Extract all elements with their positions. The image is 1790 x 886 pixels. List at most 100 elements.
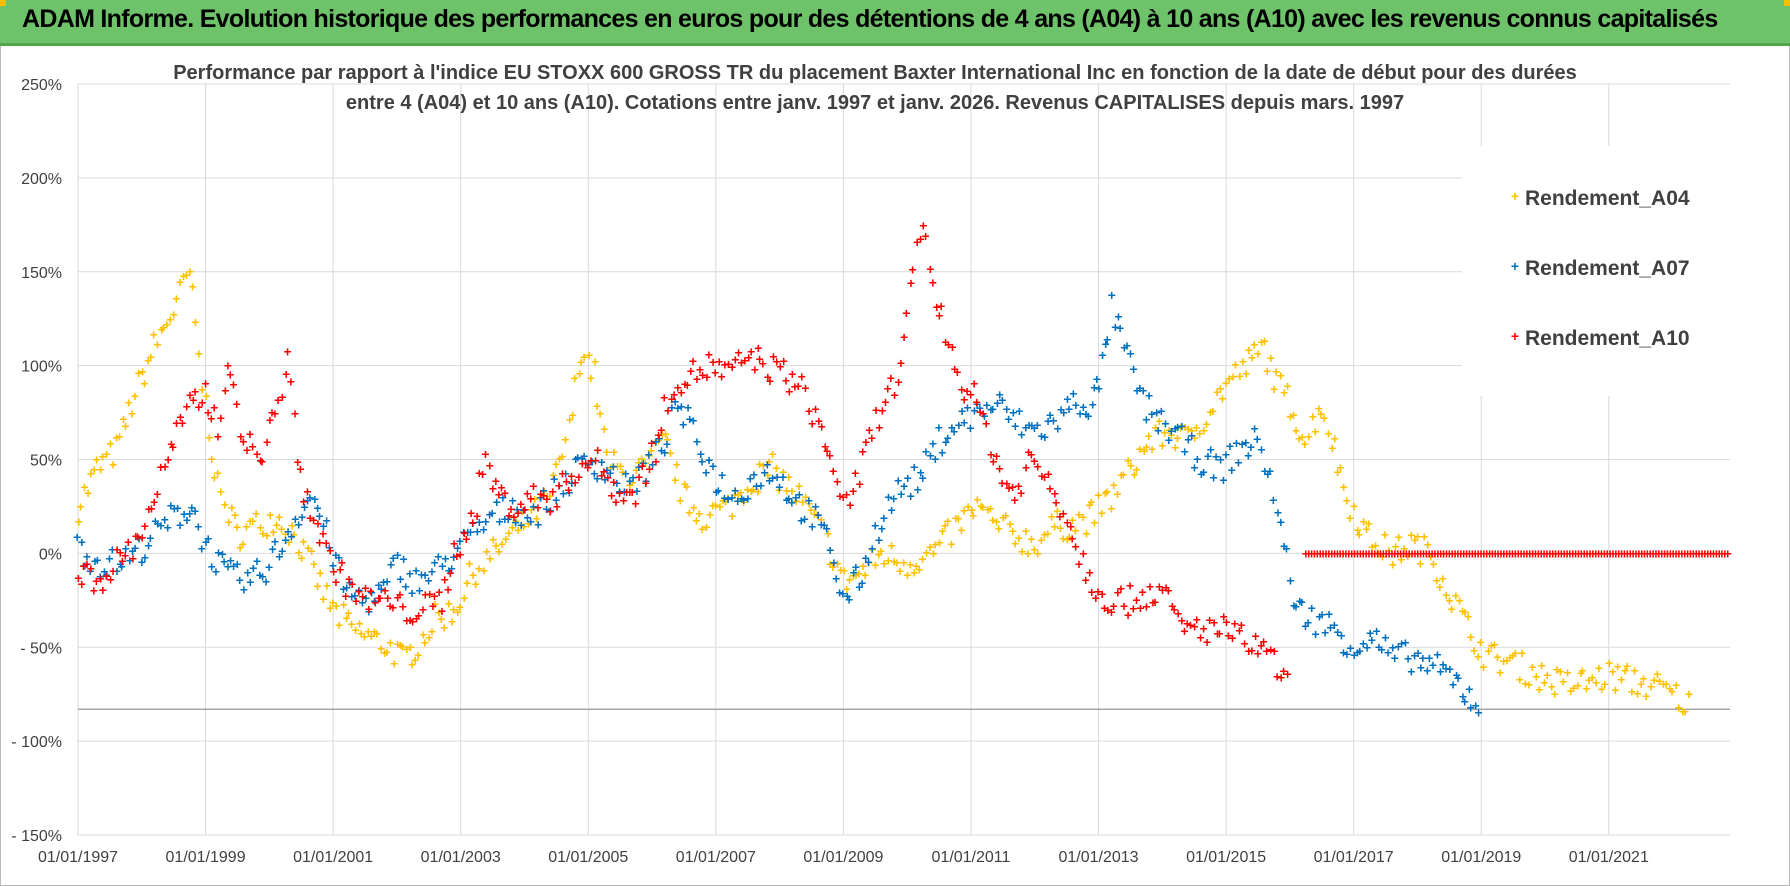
data-point: + (695, 505, 703, 521)
data-point: + (1653, 666, 1661, 682)
data-point: + (1015, 478, 1023, 494)
data-point: + (298, 550, 306, 566)
data-point: + (1006, 516, 1014, 532)
data-point: + (1589, 545, 1597, 561)
data-point: + (159, 320, 167, 336)
data-point: + (239, 536, 247, 552)
data-point: + (871, 557, 879, 573)
data-point: + (1675, 545, 1683, 561)
data-point: + (1132, 462, 1140, 478)
data-point: + (373, 625, 381, 641)
data-point: + (1224, 628, 1232, 644)
data-point: + (370, 624, 378, 640)
data-point: + (1382, 545, 1390, 561)
data-point: + (676, 492, 684, 508)
data-point: + (1149, 594, 1157, 610)
data-point: + (1289, 407, 1297, 423)
data-point: + (1343, 646, 1351, 662)
data-point: + (1153, 404, 1161, 420)
data-point: + (1056, 520, 1064, 536)
data-point: + (896, 563, 904, 579)
data-point: + (584, 459, 592, 475)
data-point: + (1079, 509, 1087, 525)
data-point: + (1277, 669, 1285, 685)
data-point: + (958, 381, 966, 397)
data-point: + (189, 392, 197, 408)
data-point: + (1184, 431, 1192, 447)
data-point: + (724, 491, 732, 507)
data-point: + (150, 327, 158, 343)
data-point: + (1034, 459, 1042, 475)
y-tick-label: 0% (39, 546, 62, 563)
data-point: + (319, 525, 327, 541)
data-point: + (448, 614, 456, 630)
data-point: + (246, 513, 254, 529)
data-point: + (1139, 382, 1147, 398)
data-point: + (1050, 518, 1058, 534)
data-point: + (1715, 545, 1723, 561)
data-point: + (344, 605, 352, 621)
x-tick-label: 01/01/2019 (1441, 849, 1521, 866)
data-point: + (498, 536, 506, 552)
data-point: + (479, 466, 487, 482)
data-point: + (1615, 545, 1623, 561)
data-point: + (1600, 545, 1608, 561)
data-point: + (534, 499, 542, 515)
data-point: + (660, 390, 668, 406)
data-point: + (1216, 451, 1224, 467)
data-point: + (489, 531, 497, 547)
data-point: + (856, 476, 864, 492)
data-point: + (325, 540, 333, 556)
data-point: + (243, 442, 251, 458)
data-point: + (119, 411, 127, 427)
data-point: + (121, 418, 129, 434)
data-point: + (519, 502, 527, 518)
data-point: + (1389, 639, 1397, 655)
legend-background (1462, 146, 1730, 396)
data-point: + (513, 502, 521, 518)
data-point: + (1085, 497, 1093, 513)
data-point: + (618, 464, 626, 480)
data-point: + (441, 571, 449, 587)
data-point: + (714, 482, 722, 498)
data-point: + (483, 543, 491, 559)
data-point: + (712, 497, 720, 513)
data-point: + (941, 517, 949, 533)
data-point: + (919, 470, 927, 486)
data-point: + (1503, 545, 1511, 561)
data-point: + (145, 501, 153, 517)
data-point: + (1046, 481, 1054, 497)
data-point: + (1572, 545, 1580, 561)
data-point: + (265, 559, 273, 575)
data-point: + (995, 521, 1003, 537)
data-point: + (1543, 545, 1551, 561)
data-point: + (632, 496, 640, 512)
data-point: + (335, 617, 343, 633)
data-point: + (564, 482, 572, 498)
data-point: + (161, 459, 169, 475)
data-point: + (493, 494, 501, 510)
data-point: + (884, 489, 892, 505)
data-point: + (389, 599, 397, 615)
data-point: + (131, 388, 139, 404)
data-point: + (1193, 451, 1201, 467)
data-point: + (74, 570, 82, 586)
data-point: + (1321, 624, 1329, 640)
data-point: + (542, 501, 550, 517)
data-point: + (191, 384, 199, 400)
x-tick-label: 01/01/2015 (1186, 849, 1266, 866)
data-point: + (698, 521, 706, 537)
data-point: + (1075, 506, 1083, 522)
data-point: + (818, 418, 826, 434)
data-point: + (1206, 404, 1214, 420)
data-point: + (233, 556, 241, 572)
data-point: + (1434, 545, 1442, 561)
data-point: + (1022, 460, 1030, 476)
data-point: + (1540, 545, 1548, 561)
data-point: + (1068, 512, 1076, 528)
data-point: + (805, 403, 813, 419)
data-point: + (1629, 545, 1637, 561)
data-point: + (141, 550, 149, 566)
data-point: + (1180, 623, 1188, 639)
data-point: + (347, 616, 355, 632)
